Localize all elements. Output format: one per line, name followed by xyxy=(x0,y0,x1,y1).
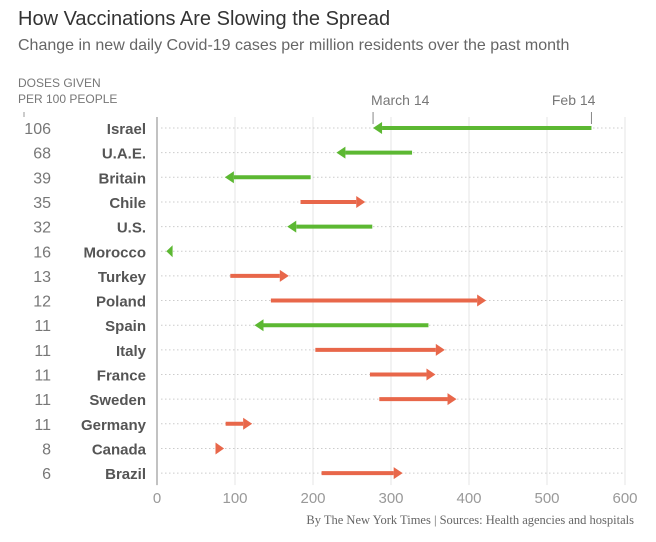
arrow-head-Chile xyxy=(356,195,366,208)
doses-value: 39 xyxy=(33,170,51,187)
country-label: Sweden xyxy=(89,392,146,409)
march14-label: March 14 xyxy=(371,92,430,108)
arrow-head-Germany xyxy=(243,417,253,430)
x-tick-label: 500 xyxy=(534,490,559,507)
arrow-head-Poland xyxy=(477,294,487,307)
country-label: Brazil xyxy=(105,466,146,483)
x-tick-label: 400 xyxy=(456,490,481,507)
arrow-head-Turkey xyxy=(279,269,289,282)
country-label: Israel xyxy=(107,121,146,138)
doses-header: PER 100 PEOPLE xyxy=(18,92,117,106)
x-tick-label: 200 xyxy=(300,490,325,507)
country-label: Britain xyxy=(98,170,146,187)
doses-value: 6 xyxy=(42,466,51,483)
country-label: U.A.E. xyxy=(102,146,146,163)
x-tick-label: 600 xyxy=(612,490,637,507)
doses-value: 13 xyxy=(33,269,51,286)
arrow-head-U.S. xyxy=(287,220,297,233)
x-tick-label: 100 xyxy=(222,490,247,507)
country-label: Morocco xyxy=(83,244,146,261)
doses-value: 106 xyxy=(24,121,51,138)
arrow-head-Canada xyxy=(215,442,225,455)
source-note: By The New York Times | Sources: Health … xyxy=(306,513,634,527)
arrow-head-Israel xyxy=(373,122,383,134)
doses-value: 32 xyxy=(33,220,51,237)
country-label: Germany xyxy=(81,417,147,434)
arrow-head-Spain xyxy=(254,319,264,332)
doses-value: 11 xyxy=(34,368,51,385)
doses-value: 12 xyxy=(33,294,51,311)
arrow-head-Brazil xyxy=(393,467,403,480)
country-label: Poland xyxy=(96,294,146,311)
doses-value: 11 xyxy=(34,343,51,360)
x-tick-label: 0 xyxy=(153,490,161,507)
feb14-label: Feb 14 xyxy=(552,92,596,108)
arrow-head-Italy xyxy=(435,343,445,356)
country-label: Turkey xyxy=(98,269,147,286)
doses-header: DOSES GIVEN xyxy=(18,76,101,90)
chart-title: How Vaccinations Are Slowing the Spread xyxy=(18,8,391,30)
arrow-head-Morocco xyxy=(166,245,173,258)
doses-value: 8 xyxy=(42,441,51,458)
country-label: Canada xyxy=(92,441,147,458)
doses-value: 68 xyxy=(33,146,51,163)
arrow-head-France xyxy=(426,368,436,381)
doses-value: 11 xyxy=(34,417,51,434)
arrow-head-Britain xyxy=(224,171,234,184)
country-label: France xyxy=(97,368,146,385)
country-label: Spain xyxy=(105,318,146,335)
doses-value: 11 xyxy=(34,392,51,409)
x-tick-label: 300 xyxy=(378,490,403,507)
chart-subtitle: Change in new daily Covid-19 cases per m… xyxy=(18,37,570,54)
country-label: Italy xyxy=(116,343,147,360)
country-label: Chile xyxy=(109,195,146,212)
doses-value: 16 xyxy=(33,244,51,261)
country-label: U.S. xyxy=(117,220,146,237)
arrow-head-Sweden xyxy=(447,393,457,406)
doses-value: 11 xyxy=(34,318,51,335)
doses-value: 35 xyxy=(33,195,51,212)
arrow-head-U.A.E. xyxy=(336,146,346,159)
